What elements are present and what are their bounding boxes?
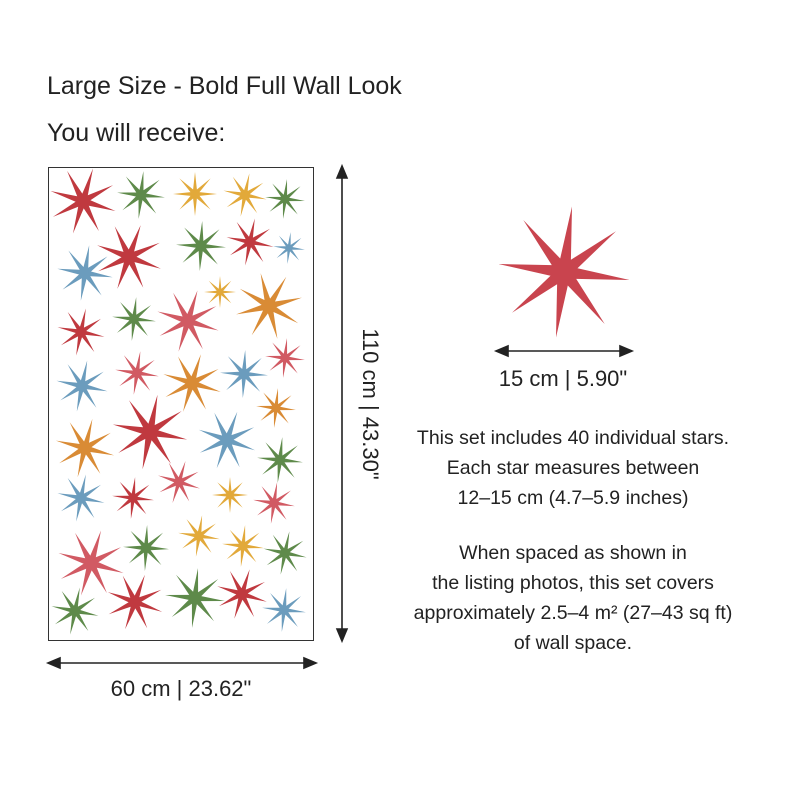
star-sticker-icon xyxy=(204,276,236,308)
description-line: of wall space. xyxy=(513,632,633,654)
star-sticker-icon xyxy=(50,168,116,234)
sheet-height-label: 110 cm | 43.30" xyxy=(358,328,383,480)
star-sticker-icon xyxy=(265,338,305,378)
star-sticker-icon xyxy=(257,437,303,483)
star-sticker-icon xyxy=(97,225,161,289)
star-sticker-icon xyxy=(112,394,188,470)
single-star-shape xyxy=(499,206,629,338)
description-line: approximately 2.5–4 m² (27–43 sq ft) xyxy=(413,602,733,624)
star-sticker-icon xyxy=(117,171,165,219)
sticker-sheet xyxy=(48,167,314,641)
star-sticker-icon xyxy=(112,297,156,341)
star-sticker-icon xyxy=(57,474,105,522)
star-sticker-icon xyxy=(220,350,268,398)
page-title: Large Size - Bold Full Wall Look xyxy=(47,72,402,100)
star-sticker-icon xyxy=(178,515,220,557)
star-sticker-icon xyxy=(262,588,306,632)
page-subtitle: You will receive: xyxy=(47,119,226,147)
star-sticker-icon xyxy=(173,172,217,216)
star-sticker-icon xyxy=(115,351,159,395)
star-sticker-icon xyxy=(176,221,226,271)
star-sticker-icon xyxy=(263,531,307,575)
star-sticker-icon xyxy=(222,525,264,567)
star-sticker-icon xyxy=(58,530,124,596)
star-arrow-left xyxy=(493,344,509,358)
star-sticker-icon xyxy=(57,245,113,301)
width-arrow-left xyxy=(45,656,61,670)
width-arrow-right xyxy=(303,656,319,670)
height-arrow-top xyxy=(335,163,349,179)
description-line: 12–15 cm (4.7–5.9 inches) xyxy=(457,487,689,509)
star-sticker-icon xyxy=(217,569,267,619)
description-line: This set includes 40 individual stars. xyxy=(416,427,730,449)
star-sticker-icon xyxy=(273,232,305,264)
single-star-icon xyxy=(499,206,629,338)
star-sticker-icon xyxy=(165,568,225,628)
star-sticker-icon xyxy=(223,173,267,217)
star-sticker-icon xyxy=(253,482,295,524)
star-sticker-icon xyxy=(265,179,305,219)
height-arrow-bottom xyxy=(335,628,349,644)
description-line: Each star measures between xyxy=(446,457,700,479)
star-sticker-icon xyxy=(112,477,154,519)
coverage-description: When spaced as shown in the listing phot… xyxy=(390,538,756,658)
star-sticker-icon xyxy=(157,290,219,352)
description-line: the listing photos, this set covers xyxy=(432,572,714,594)
description-line: When spaced as shown in xyxy=(459,542,687,564)
star-sticker-icon xyxy=(56,360,108,412)
star-sticker-icon xyxy=(123,525,169,571)
star-sticker-icon xyxy=(57,308,105,356)
star-sticker-icon xyxy=(107,574,163,630)
star-sticker-icon xyxy=(198,411,256,469)
set-description: This set includes 40 individual stars. E… xyxy=(390,423,756,513)
star-sticker-icon xyxy=(51,587,99,635)
star-sticker-icon xyxy=(163,354,221,412)
star-sticker-icon xyxy=(55,418,115,478)
star-sticker-icon xyxy=(226,218,274,266)
star-sticker-icon xyxy=(158,461,200,503)
star-sticker-icon xyxy=(212,477,248,513)
star-sticker-icon xyxy=(256,388,296,428)
star-sticker-icon xyxy=(236,273,302,339)
single-star-size-label: 15 cm | 5.90" xyxy=(498,366,628,391)
sticker-sheet-stars xyxy=(50,168,307,635)
sheet-width-label: 60 cm | 23.62" xyxy=(110,676,252,701)
star-arrow-right xyxy=(619,344,635,358)
